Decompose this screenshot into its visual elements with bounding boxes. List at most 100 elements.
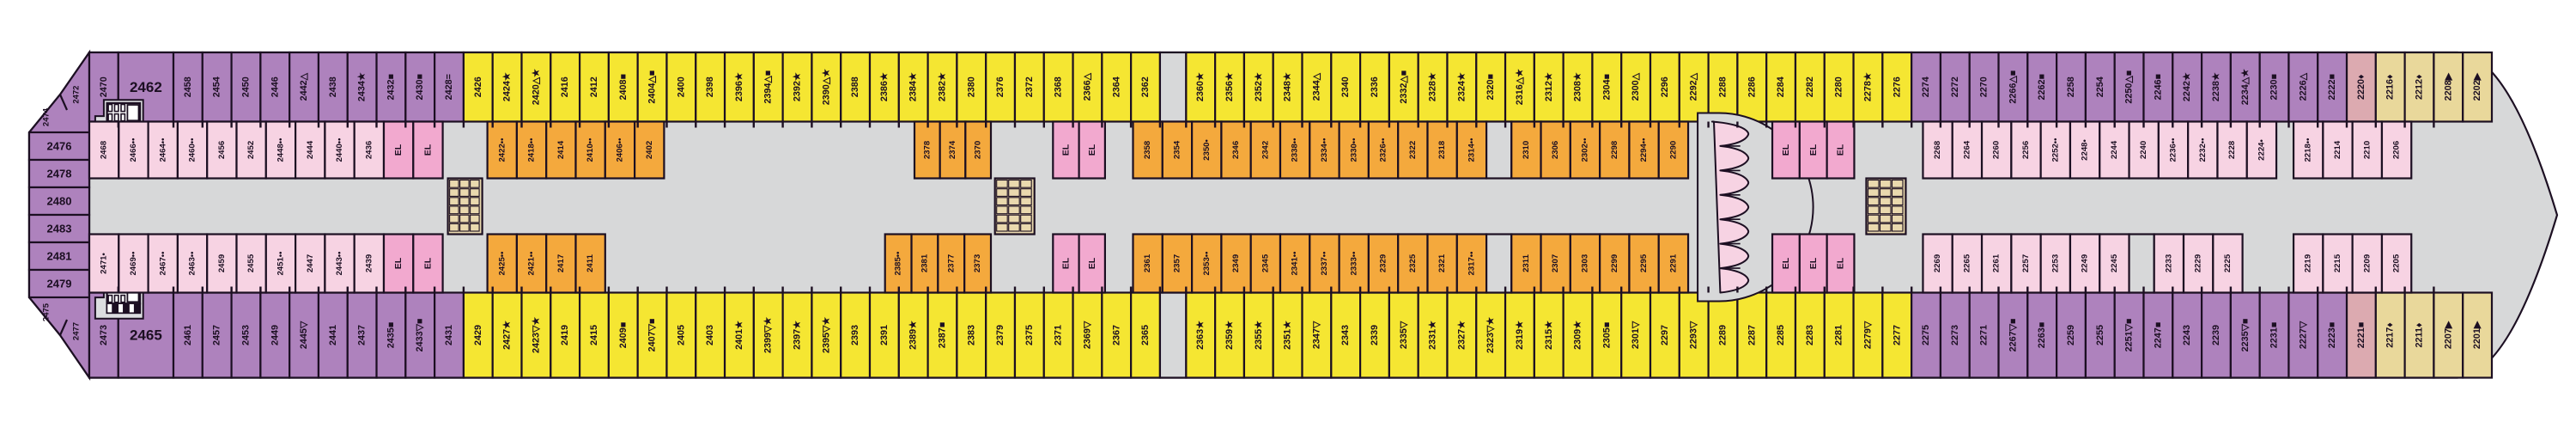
- svg-text:2358: 2358: [1143, 140, 1152, 159]
- svg-text:2357: 2357: [1172, 254, 1182, 272]
- svg-text:2422••: 2422••: [497, 138, 507, 162]
- svg-text:2293▽: 2293▽: [1689, 321, 1699, 349]
- svg-text:2395▽★: 2395▽★: [821, 317, 831, 353]
- svg-text:2302••: 2302••: [1581, 138, 1590, 162]
- svg-text:2376: 2376: [995, 76, 1005, 97]
- svg-text:2474: 2474: [42, 107, 52, 126]
- svg-text:2442△: 2442△: [299, 72, 309, 101]
- svg-text:2218••: 2218••: [2304, 138, 2313, 162]
- svg-text:2235▽■: 2235▽■: [2240, 319, 2251, 352]
- svg-text:2350•: 2350•: [1202, 139, 1212, 161]
- svg-text:2271: 2271: [1979, 325, 1990, 345]
- svg-text:2464••: 2464••: [158, 138, 167, 162]
- svg-text:2373: 2373: [973, 254, 982, 272]
- svg-text:2278★: 2278★: [1862, 72, 1873, 101]
- svg-text:2480: 2480: [47, 195, 72, 208]
- svg-text:2349: 2349: [1231, 254, 1241, 272]
- svg-text:2317••: 2317••: [1467, 251, 1476, 276]
- svg-text:2320■: 2320■: [1485, 74, 1496, 101]
- svg-text:2220♦: 2220♦: [2356, 74, 2366, 100]
- svg-text:2425••: 2425••: [497, 251, 507, 276]
- svg-text:2375: 2375: [1024, 325, 1035, 345]
- svg-text:2261: 2261: [1992, 254, 2002, 272]
- svg-text:2281: 2281: [1834, 325, 1844, 345]
- svg-text:EL: EL: [393, 144, 404, 156]
- svg-text:2467••: 2467••: [158, 251, 167, 276]
- svg-text:2377: 2377: [946, 254, 956, 272]
- svg-text:2351★: 2351★: [1283, 321, 1293, 350]
- svg-text:2296: 2296: [1660, 76, 1670, 97]
- svg-text:EL: EL: [422, 257, 433, 269]
- svg-text:2461: 2461: [183, 325, 193, 345]
- svg-text:2255: 2255: [2095, 325, 2105, 345]
- svg-text:2336: 2336: [1370, 76, 1380, 97]
- svg-text:2365: 2365: [1140, 325, 1151, 345]
- svg-text:2390△★: 2390△★: [821, 69, 831, 105]
- svg-text:2356★: 2356★: [1224, 72, 1235, 101]
- svg-text:2280: 2280: [1834, 76, 1844, 97]
- svg-text:2294••: 2294••: [1639, 138, 1649, 162]
- svg-text:2456: 2456: [217, 141, 227, 159]
- svg-text:2457: 2457: [212, 325, 222, 345]
- svg-text:2232••: 2232••: [2198, 138, 2208, 162]
- svg-text:2364: 2364: [1111, 76, 1121, 97]
- svg-text:2247■: 2247■: [2153, 322, 2163, 349]
- svg-text:2420△★: 2420△★: [531, 69, 541, 105]
- svg-text:2463••: 2463••: [188, 251, 197, 276]
- svg-text:2414: 2414: [556, 140, 566, 159]
- svg-text:2321: 2321: [1437, 254, 1447, 272]
- svg-text:2430■: 2430■: [415, 74, 425, 101]
- svg-text:2408■: 2408■: [618, 74, 629, 101]
- svg-text:2330••: 2330••: [1349, 138, 1358, 162]
- svg-text:2340: 2340: [1340, 76, 1351, 97]
- svg-text:2462: 2462: [130, 79, 162, 95]
- svg-text:2416: 2416: [560, 76, 570, 97]
- svg-text:2433▽■: 2433▽■: [415, 319, 425, 352]
- svg-text:2308★: 2308★: [1573, 72, 1583, 101]
- svg-text:2434★: 2434★: [357, 72, 368, 101]
- svg-text:2328★: 2328★: [1428, 72, 1438, 101]
- svg-text:2460••: 2460••: [188, 138, 197, 162]
- svg-text:2304■: 2304■: [1601, 74, 1612, 101]
- svg-text:2238★: 2238★: [2211, 72, 2221, 101]
- svg-text:2466••: 2466••: [129, 138, 138, 162]
- svg-text:2243: 2243: [2182, 325, 2192, 345]
- svg-text:2380: 2380: [966, 76, 976, 97]
- svg-text:2230■: 2230■: [2269, 74, 2280, 101]
- svg-text:2263■: 2263■: [2037, 322, 2047, 349]
- svg-text:2479: 2479: [47, 278, 72, 290]
- svg-text:2397★: 2397★: [793, 321, 803, 350]
- svg-text:2248•: 2248•: [2081, 139, 2090, 161]
- svg-text:2363★: 2363★: [1195, 321, 1206, 350]
- svg-text:2325: 2325: [1408, 254, 1418, 272]
- svg-text:2427★: 2427★: [502, 321, 513, 350]
- svg-text:2475: 2475: [42, 303, 52, 321]
- svg-text:2352★: 2352★: [1254, 72, 1264, 101]
- svg-text:2438: 2438: [328, 76, 338, 97]
- svg-text:2333••: 2333••: [1349, 251, 1358, 276]
- svg-text:EL: EL: [1836, 144, 1846, 156]
- svg-text:2388: 2388: [850, 76, 860, 97]
- svg-text:2483: 2483: [47, 223, 72, 235]
- svg-text:2382★: 2382★: [937, 72, 947, 101]
- svg-text:2436: 2436: [364, 141, 374, 159]
- svg-text:2316△★: 2316△★: [1515, 69, 1525, 105]
- svg-text:2444: 2444: [306, 140, 315, 159]
- svg-text:2233: 2233: [2164, 254, 2173, 272]
- svg-text:2477: 2477: [72, 322, 82, 340]
- svg-text:2322: 2322: [1408, 141, 1418, 159]
- svg-text:2319★: 2319★: [1515, 321, 1525, 350]
- svg-text:2384★: 2384★: [908, 72, 919, 101]
- svg-text:2215: 2215: [2333, 254, 2342, 272]
- svg-text:2242★: 2242★: [2182, 72, 2192, 101]
- svg-text:2288: 2288: [1718, 76, 1728, 97]
- svg-text:2289: 2289: [1718, 325, 1728, 345]
- svg-text:2268: 2268: [1933, 140, 1942, 159]
- svg-text:2354: 2354: [1172, 140, 1182, 159]
- svg-text:EL: EL: [1808, 144, 1819, 156]
- svg-text:2383: 2383: [966, 325, 976, 345]
- svg-text:2338••: 2338••: [1291, 138, 1300, 162]
- svg-text:2324★: 2324★: [1456, 72, 1467, 101]
- svg-text:2366△: 2366△: [1082, 72, 1092, 101]
- svg-text:2239: 2239: [2211, 325, 2221, 345]
